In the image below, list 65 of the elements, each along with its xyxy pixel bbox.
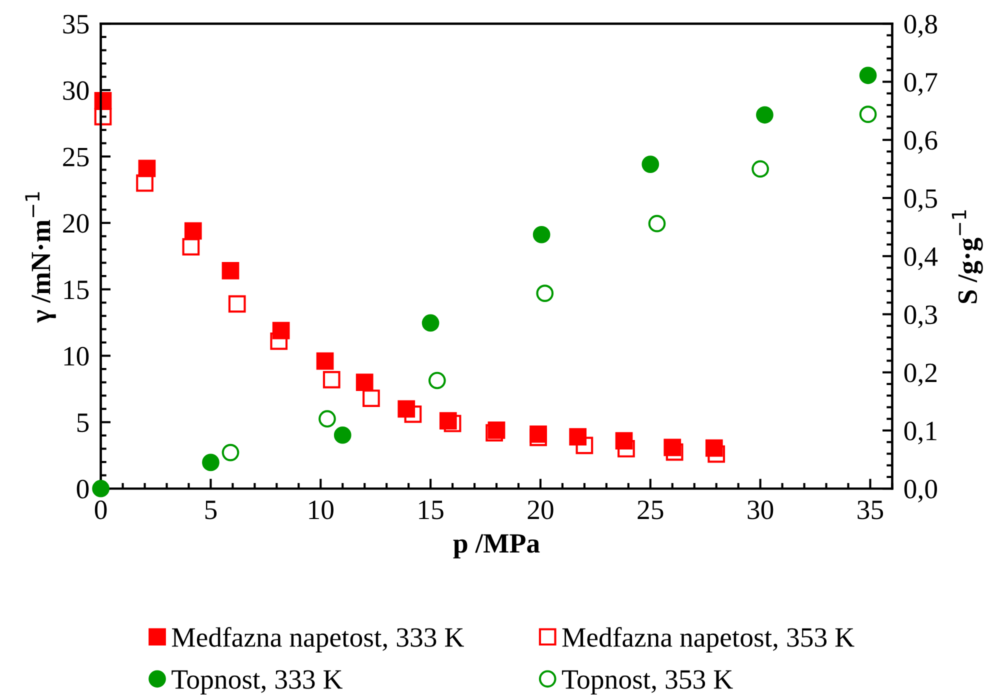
point <box>576 436 594 454</box>
y-tick-label: 5 <box>77 414 89 432</box>
y2-tick-label: 0,2 <box>904 364 937 386</box>
point <box>136 174 154 192</box>
point <box>428 372 446 390</box>
point <box>530 428 547 446</box>
point <box>859 106 877 124</box>
point <box>708 445 726 463</box>
point <box>648 214 666 232</box>
x-tick-label: 20 <box>528 500 554 520</box>
point <box>182 238 200 256</box>
point <box>334 426 352 444</box>
point <box>202 454 220 472</box>
y2-tick-label: 0,0 <box>904 480 937 502</box>
point <box>756 106 774 124</box>
x-tick-label: 0 <box>94 500 107 520</box>
legend-label: Medfazna napetost, 353 K <box>562 627 854 653</box>
x-tick-label: 30 <box>748 500 774 520</box>
point <box>444 414 462 432</box>
point <box>362 390 380 407</box>
x-tick-label: 5 <box>205 500 217 520</box>
y-tick-label: 15 <box>64 280 89 300</box>
point <box>270 332 288 350</box>
point <box>318 410 336 428</box>
point <box>536 284 554 302</box>
y-tick-label: 20 <box>63 214 89 233</box>
y2-axis-title: S /g·g$^{−1}$ <box>952 210 983 304</box>
point <box>486 424 503 442</box>
point <box>404 406 422 423</box>
point <box>618 440 635 458</box>
y-tick-label: 25 <box>63 148 89 166</box>
point <box>94 108 112 126</box>
point <box>356 374 374 392</box>
y2-tick-label: 0,4 <box>904 247 938 270</box>
y-tick-label: 0 <box>76 480 89 499</box>
x-tick-label: 35 <box>858 500 884 520</box>
x-axis-title: p /MPa <box>453 534 540 558</box>
point <box>666 443 684 461</box>
y-tick-label: 35 <box>63 14 89 34</box>
point <box>859 66 877 84</box>
point <box>322 370 340 388</box>
point <box>532 226 550 244</box>
point <box>642 156 660 173</box>
y2-tick-label: 0,6 <box>904 131 938 154</box>
y2-tick-label: 0,5 <box>904 189 937 212</box>
y-tick-label: 10 <box>64 346 89 366</box>
point <box>422 314 440 332</box>
point <box>316 352 334 370</box>
legend-label: Topnost, 353 K <box>562 670 733 695</box>
y2-tick-label: 0,8 <box>904 14 937 38</box>
point <box>184 222 202 240</box>
x-tick-label: 25 <box>638 500 664 520</box>
x-tick-label: 10 <box>309 500 334 520</box>
y-axis-title: γ /mN·m$^{−1}$ <box>25 192 56 323</box>
point <box>222 444 240 462</box>
y-tick-label: 30 <box>63 81 89 100</box>
legend-label: Topnost, 333 K <box>172 670 343 695</box>
y2-tick-label: 0,3 <box>904 305 937 328</box>
point <box>222 262 240 280</box>
point <box>228 295 246 313</box>
y2-tick-label: 0,7 <box>904 72 938 96</box>
point <box>752 160 769 178</box>
legend-label: Medfazna napetost, 333 K <box>172 627 464 653</box>
y2-tick-label: 0,1 <box>904 422 936 444</box>
x-tick-label: 15 <box>419 500 444 520</box>
